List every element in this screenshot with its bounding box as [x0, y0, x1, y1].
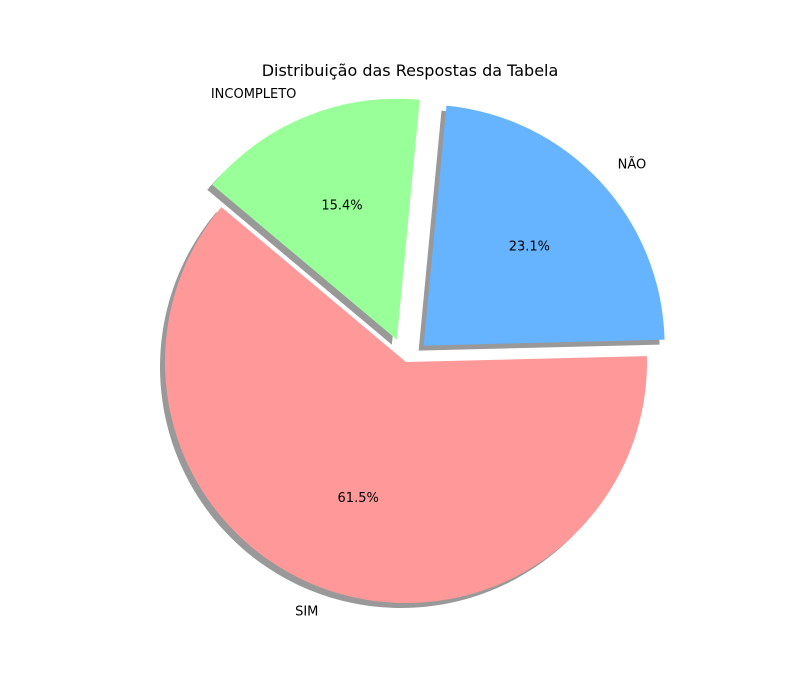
slice-percent-incompleto: 15.4%	[321, 198, 362, 213]
slice-percent-sim: 61.5%	[338, 491, 379, 506]
slice-label-nao: NÃO	[618, 156, 647, 172]
slice-labels: SIM 61.5% NÃO 23.1% INCOMPLETO 15.4%	[211, 87, 646, 620]
slice-sim	[165, 207, 648, 603]
slice-label-incompleto: INCOMPLETO	[211, 87, 297, 102]
slice-incompleto	[212, 98, 420, 340]
slice-percent-nao: 23.1%	[509, 240, 550, 255]
slices	[165, 98, 665, 603]
chart-title: Distribuição das Respostas da Tabela	[262, 61, 559, 80]
slice-nao	[423, 105, 665, 346]
slice-label-sim: SIM	[295, 605, 318, 620]
